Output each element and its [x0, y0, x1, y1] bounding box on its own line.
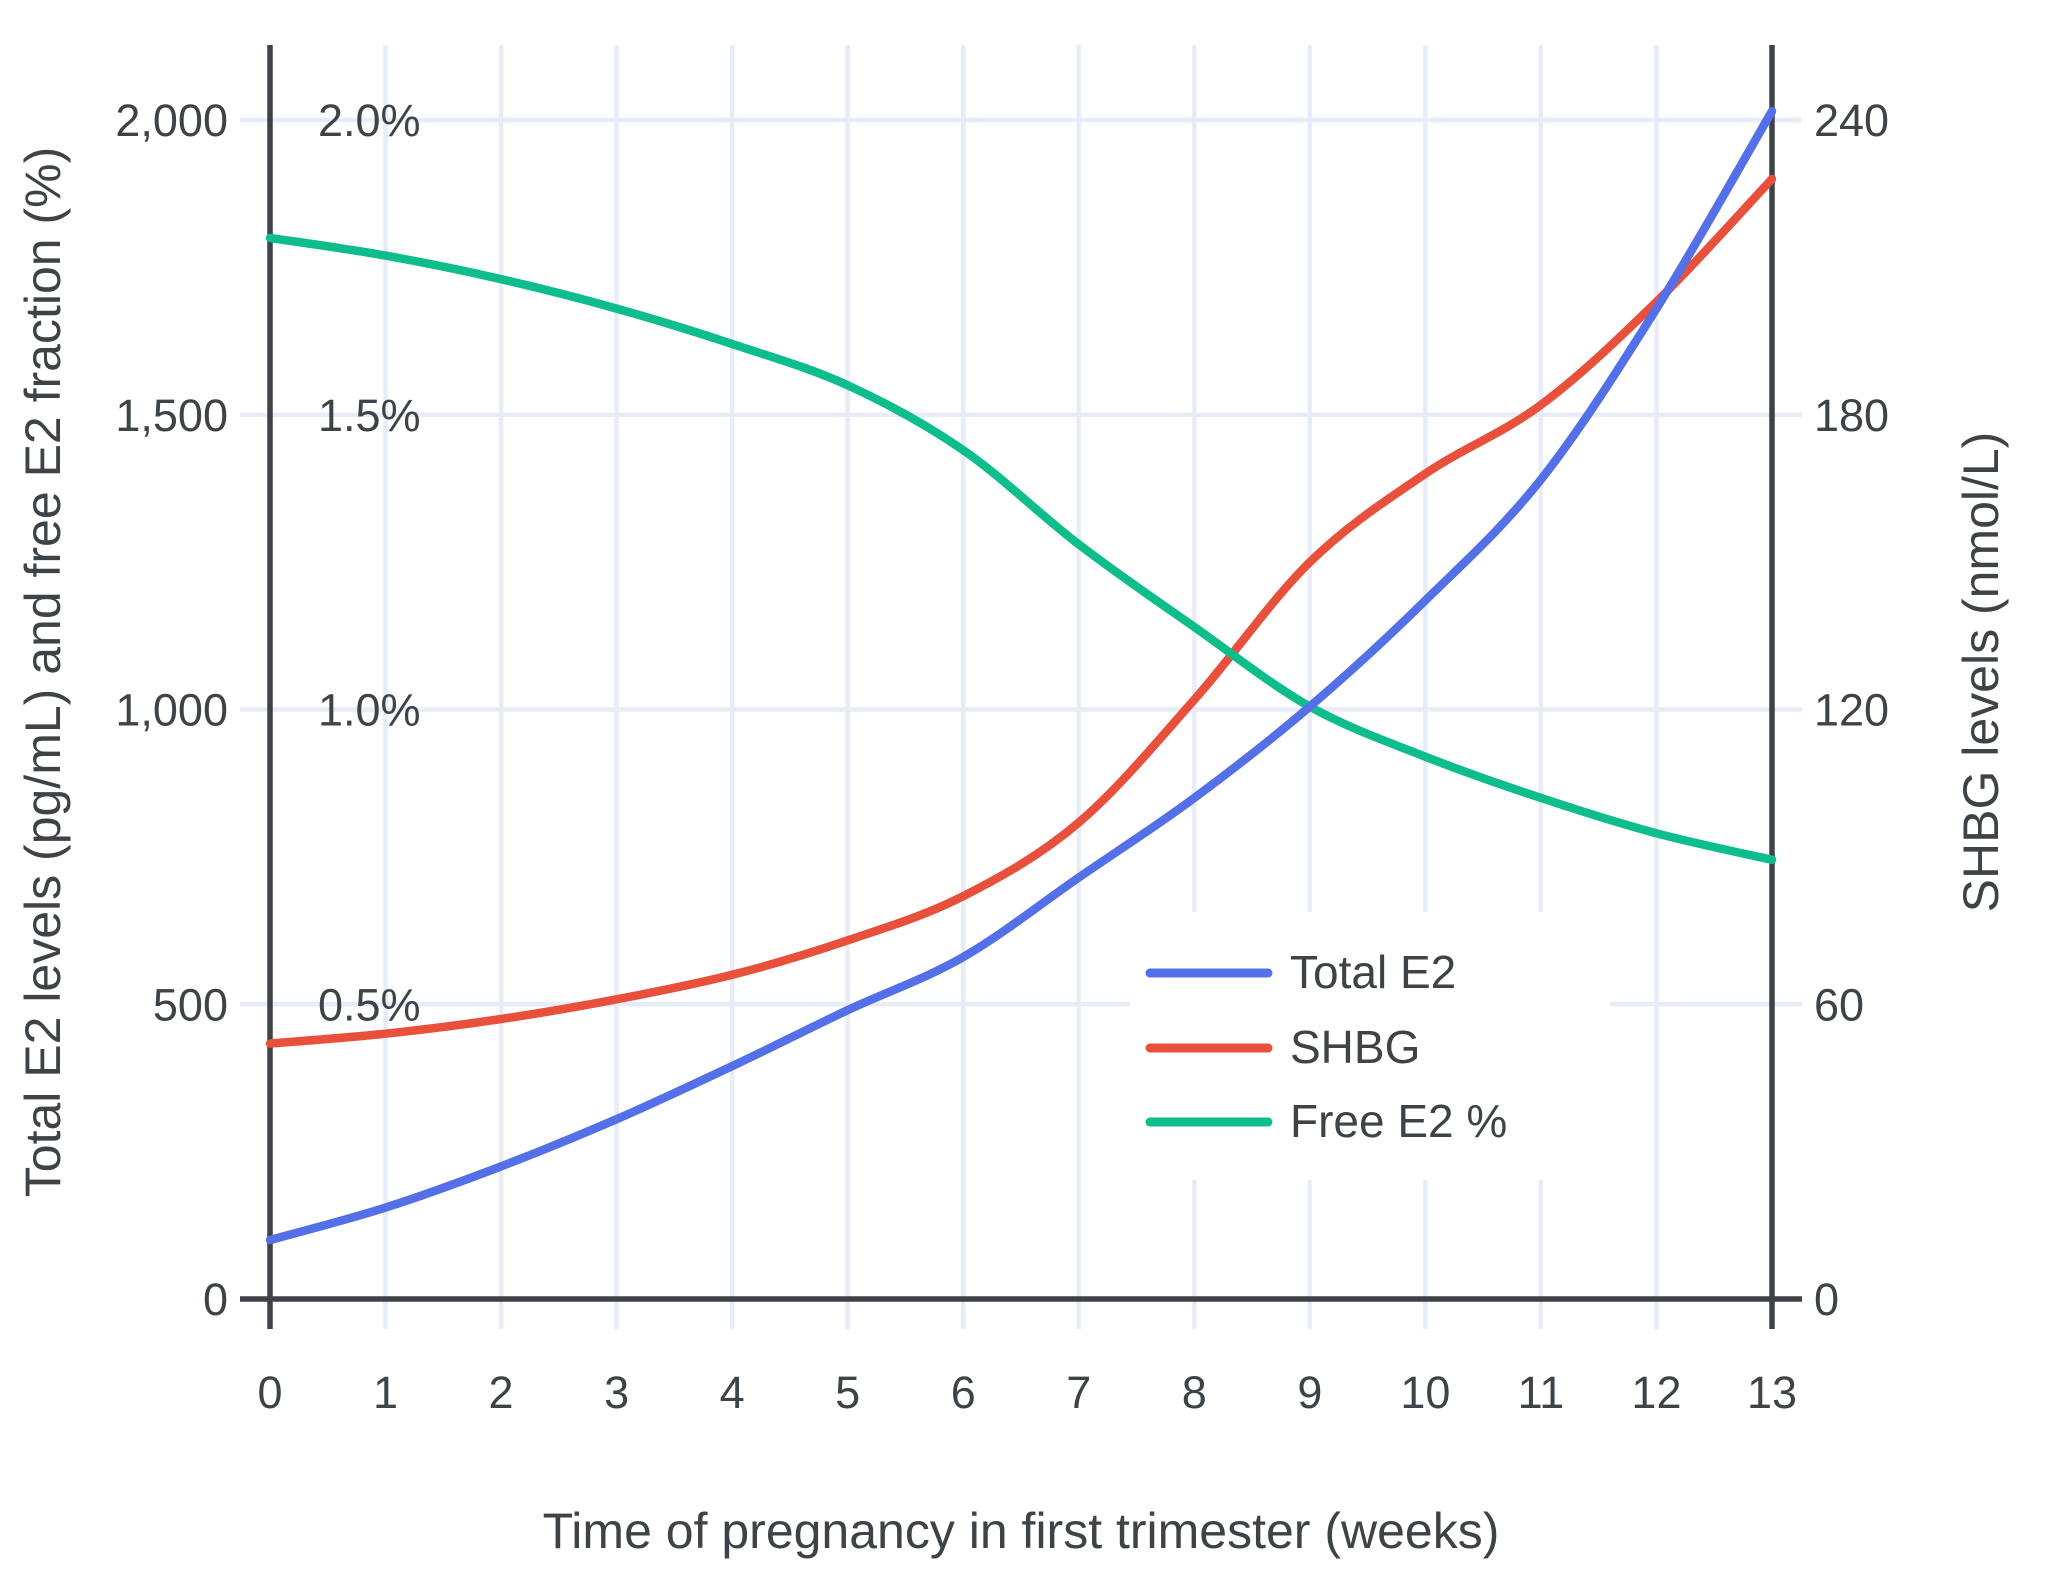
axes-layer: [240, 45, 1802, 1329]
y-tick-label-right: 180: [1814, 390, 1889, 441]
y-tick-label-right: 60: [1814, 979, 1864, 1030]
x-tick-label: 5: [835, 1367, 860, 1418]
right-axis-title: SHBG levels (nmol/L): [1953, 432, 2009, 913]
tick-labels-layer: 0 1 2 3 4 5 6 7 8 9 10 11 12 1305001,0001,5002,0000.5…: [115, 95, 1889, 1418]
x-tick-label: 0: [257, 1367, 282, 1418]
y-tick-label-percent: 2.0%: [318, 95, 421, 146]
series-line-free-e2-: [265, 233, 1777, 865]
x-tick-label: 10: [1400, 1367, 1450, 1418]
y-tick-label-right: 0: [1814, 1274, 1839, 1325]
x-axis-title: Time of pregnancy in first trimester (we…: [543, 1503, 1500, 1559]
left-axis-title: Total E2 levels (pg/mL) and free E2 frac…: [15, 147, 71, 1197]
series-layer: [265, 106, 1777, 1245]
y-tick-label-right: 240: [1814, 95, 1889, 146]
legend-label: Free E2 %: [1290, 1095, 1507, 1147]
x-tick-label: 2: [489, 1367, 514, 1418]
legend-entry[interactable]: Free E2 %: [1145, 1095, 1507, 1147]
y-tick-label-left: 1,000: [115, 685, 228, 736]
series-line-shbg: [265, 174, 1777, 1048]
y-tick-label-percent: 1.0%: [318, 685, 421, 736]
x-tick-label: 11: [1518, 1367, 1565, 1418]
y-tick-label-left: 500: [153, 979, 228, 1030]
legend-label: SHBG: [1290, 1021, 1420, 1073]
y-tick-label-left: 2,000: [115, 95, 228, 146]
y-tick-label-left: 0: [203, 1274, 228, 1325]
legend-entry[interactable]: SHBG: [1145, 1021, 1420, 1073]
y-tick-label-percent: 1.5%: [318, 390, 421, 441]
x-tick-label: 4: [720, 1367, 745, 1418]
y-tick-label-left: 1,500: [115, 390, 228, 441]
x-tick-label: 13: [1747, 1367, 1797, 1418]
legend-entry[interactable]: Total E2: [1145, 946, 1456, 998]
legend: Total E2 SHBG Free E2 %: [1130, 912, 1610, 1180]
y-tick-label-right: 120: [1814, 685, 1889, 736]
x-tick-label: 3: [604, 1367, 629, 1418]
legend-label: Total E2: [1290, 946, 1456, 998]
x-tick-label: 6: [951, 1367, 976, 1418]
x-tick-label: 7: [1066, 1367, 1091, 1418]
series-line-total-e2: [265, 106, 1777, 1245]
x-tick-label: 8: [1182, 1367, 1207, 1418]
x-tick-label: 12: [1631, 1367, 1681, 1418]
x-tick-label: 1: [373, 1367, 398, 1418]
y-tick-label-percent: 0.5%: [318, 979, 421, 1030]
x-tick-label: 9: [1297, 1367, 1322, 1418]
